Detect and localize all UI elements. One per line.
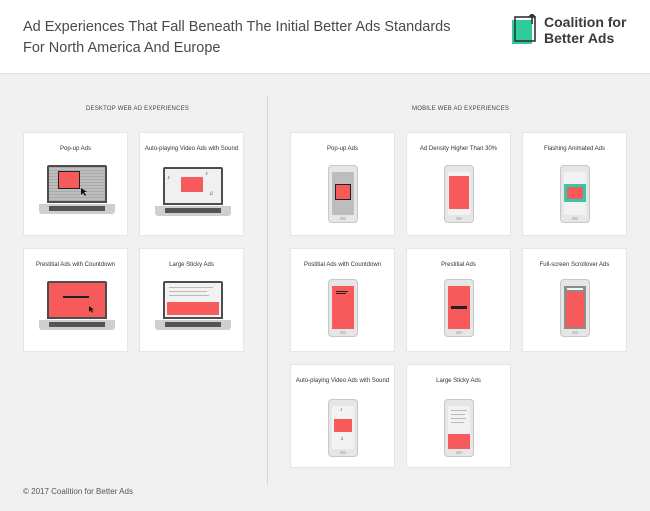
section-divider xyxy=(267,95,268,485)
card-mobile-flashing-animated: Flashing Animated Ads xyxy=(522,132,627,236)
coalition-logo: Coalition for Better Ads xyxy=(512,12,642,52)
card-label: Postitial Ads with Countdown xyxy=(303,262,382,268)
card-label: Auto-playing Video Ads with Sound xyxy=(144,146,239,152)
card-mobile-large-sticky: Large Sticky Ads xyxy=(406,364,511,468)
phone-icon xyxy=(328,165,358,223)
phone-icon xyxy=(444,279,474,337)
card-desktop-popup: Pop-up Ads xyxy=(23,132,128,236)
cursor-icon xyxy=(81,188,87,196)
card-mobile-ad-density: Ad Density Higher Than 30% xyxy=(406,132,511,236)
popup-ad xyxy=(335,184,351,200)
dense-ad xyxy=(449,176,469,209)
music-note-icon: ♫ xyxy=(209,191,214,197)
laptop-icon xyxy=(39,281,115,337)
video-ad xyxy=(181,177,203,192)
postitial-ad xyxy=(332,286,354,329)
music-note-icon: ♪ xyxy=(340,407,343,413)
scrollover-ad xyxy=(566,292,584,327)
card-label: Prestitial Ads xyxy=(441,262,476,268)
phone-icon xyxy=(560,279,590,337)
laptop-icon: ♪ ♪ ♫ xyxy=(155,167,231,223)
countdown-text xyxy=(336,291,348,292)
prestitial-ad xyxy=(49,283,105,317)
music-note-icon: ♪ xyxy=(205,171,208,177)
cursor-icon xyxy=(89,306,94,313)
card-label: Pop-up Ads xyxy=(326,146,359,152)
laptop-icon xyxy=(155,281,231,337)
card-label: Pop-up Ads xyxy=(59,146,92,152)
flashing-ad xyxy=(567,187,583,199)
countdown-text xyxy=(63,296,89,298)
card-label: Prestitial Ads with Countdown xyxy=(35,262,116,268)
card-label: Full-screen Scrollover Ads xyxy=(539,262,610,268)
footer-copyright: © 2017 Coalition for Better Ads xyxy=(23,487,133,496)
logo-text: Coalition for Better Ads xyxy=(544,14,626,46)
card-mobile-popup: Pop-up Ads xyxy=(290,132,395,236)
music-note-icon: ♫ xyxy=(340,436,344,442)
phone-icon xyxy=(444,399,474,457)
card-label: Large Sticky Ads xyxy=(436,378,481,384)
music-note-icon: ♪ xyxy=(167,175,170,181)
card-mobile-prestitial: Prestitial Ads xyxy=(406,248,511,352)
card-label: Large Sticky Ads xyxy=(169,262,214,268)
card-desktop-large-sticky: Large Sticky Ads xyxy=(139,248,244,352)
popup-ad xyxy=(58,171,80,189)
header: Ad Experiences That Fall Beneath The Ini… xyxy=(0,0,650,74)
logo-line-1: Coalition for xyxy=(544,14,627,30)
sticky-ad xyxy=(448,434,470,449)
logo-line-2: Better Ads xyxy=(544,30,615,46)
phone-icon xyxy=(328,279,358,337)
phone-icon: ♪ ♫ xyxy=(328,399,358,457)
card-mobile-fullscreen-scrollover: Full-screen Scrollover Ads xyxy=(522,248,627,352)
phone-icon xyxy=(444,165,474,223)
sticky-ad xyxy=(167,302,219,315)
card-label: Flashing Animated Ads xyxy=(543,146,606,152)
card-label: Auto-playing Video Ads with Sound xyxy=(295,378,390,384)
card-mobile-postitial-countdown: Postitial Ads with Countdown xyxy=(290,248,395,352)
desktop-section-heading: DESKTOP WEB AD EXPERIENCES xyxy=(86,106,190,112)
phone-icon xyxy=(560,165,590,223)
video-ad xyxy=(334,419,352,432)
laptop-icon xyxy=(39,165,115,221)
page-title: Ad Experiences That Fall Beneath The Ini… xyxy=(23,19,451,56)
card-desktop-prestitial-countdown: Prestitial Ads with Countdown xyxy=(23,248,128,352)
card-desktop-autoplay-video: Auto-playing Video Ads with Sound ♪ ♪ ♫ xyxy=(139,132,244,236)
coalition-logo-icon xyxy=(512,14,536,44)
prestitial-bar xyxy=(451,306,467,309)
mobile-section-heading: MOBILE WEB AD EXPERIENCES xyxy=(412,106,510,112)
card-label: Ad Density Higher Than 30% xyxy=(419,146,498,152)
card-mobile-autoplay-video: Auto-playing Video Ads with Sound ♪ ♫ xyxy=(290,364,395,468)
